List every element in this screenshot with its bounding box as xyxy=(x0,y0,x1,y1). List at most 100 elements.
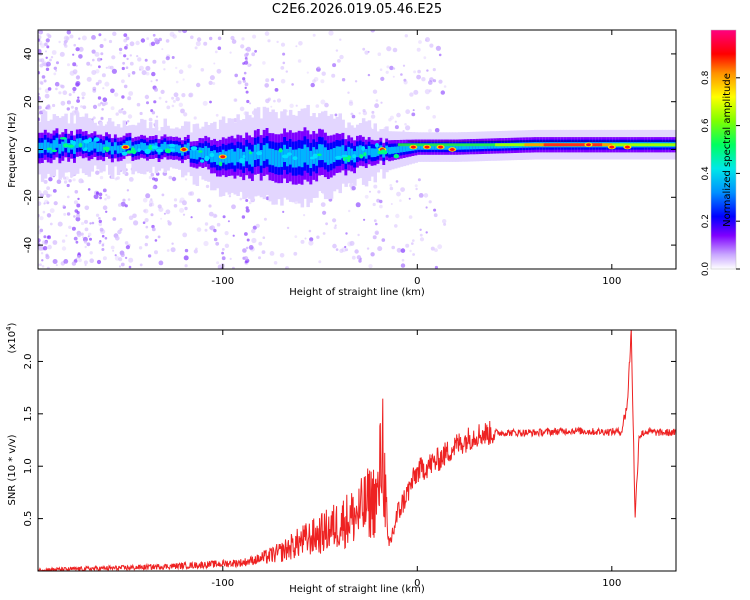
heatmap-speckle xyxy=(184,178,188,181)
heatmap-speckle xyxy=(67,195,70,199)
heatmap-band-cell xyxy=(58,143,62,154)
heatmap-speckle xyxy=(204,228,208,232)
heatmap-band-cell xyxy=(189,149,194,159)
heatmap-speckle xyxy=(102,205,108,210)
heatmap-blob xyxy=(381,149,386,153)
heatmap-speckle xyxy=(95,69,100,74)
heatmap-speckle xyxy=(91,35,96,40)
snr-frame xyxy=(37,329,677,572)
heatmap-speckle xyxy=(237,80,242,85)
heatmap-speckle xyxy=(163,212,166,215)
heatmap-band-cell xyxy=(61,141,65,152)
heatmap-speckle xyxy=(366,247,370,250)
heatmap-speckle xyxy=(419,233,423,237)
heatmap-speckle xyxy=(78,178,84,184)
heatmap-speckle xyxy=(76,213,81,218)
snr-x-label: Height of straight line (km) xyxy=(289,584,425,595)
heatmap-speckle xyxy=(252,34,257,39)
heatmap-band-cell xyxy=(78,138,83,148)
heatmap-speckle xyxy=(40,81,44,85)
heatmap-speckle xyxy=(62,90,68,95)
heatmap-speckle xyxy=(104,197,107,201)
heatmap-band-cell xyxy=(464,144,468,150)
heatmap-speckle xyxy=(291,83,294,86)
heatmap-speckle xyxy=(38,38,41,42)
heatmap-blob xyxy=(292,156,298,161)
heatmap-streak xyxy=(47,104,51,108)
heatmap-streak xyxy=(244,260,248,264)
heatmap-speckle xyxy=(75,216,81,222)
heatmap-band-cell xyxy=(128,140,132,149)
heatmap-streak xyxy=(122,198,126,202)
spectrogram-y-tick-label: -20 xyxy=(23,189,34,205)
heatmap-speckle xyxy=(437,244,443,250)
heatmap-speckle xyxy=(59,84,63,88)
heatmap-speckle xyxy=(102,97,108,102)
heatmap-band-cell xyxy=(332,148,337,163)
heatmap-blob xyxy=(144,148,151,155)
heatmap-speckle xyxy=(52,240,58,245)
heatmap-speckle xyxy=(119,51,122,55)
heatmap-speckle xyxy=(412,239,415,242)
heatmap-speckle xyxy=(396,112,401,118)
heatmap-speckle xyxy=(411,112,416,117)
heatmap-speckle xyxy=(101,73,106,78)
heatmap-band-cell xyxy=(96,143,100,152)
heatmap-speckle xyxy=(254,49,257,53)
heatmap-speckle xyxy=(208,204,212,208)
heatmap-speckle xyxy=(400,248,406,253)
heatmap-band-cell xyxy=(449,144,453,150)
heatmap-speckle xyxy=(95,213,100,217)
heatmap-speckle xyxy=(248,201,252,205)
heatmap-speckle xyxy=(286,226,290,230)
heatmap-streak xyxy=(125,36,130,41)
heatmap-speckle xyxy=(214,214,218,218)
heatmap-speckle xyxy=(43,190,48,196)
heatmap-speckle xyxy=(40,58,45,63)
heatmap-speckle xyxy=(128,265,132,269)
heatmap-band-cell xyxy=(224,151,229,165)
heatmap-streak xyxy=(152,186,156,189)
heatmap-speckle xyxy=(152,33,156,37)
heatmap-speckle xyxy=(115,112,119,116)
heatmap-streak xyxy=(71,226,76,231)
heatmap-band-cell xyxy=(361,146,366,157)
heatmap-speckle xyxy=(215,113,219,117)
heatmap-speckle xyxy=(75,240,79,244)
heatmap-band-cell xyxy=(481,143,485,149)
heatmap-speckle xyxy=(394,125,399,130)
heatmap-streak xyxy=(75,82,80,87)
heatmap-streak xyxy=(244,82,249,87)
heatmap-speckle xyxy=(242,248,247,253)
heatmap-speckle xyxy=(81,35,87,41)
heatmap-speckle xyxy=(99,44,104,48)
heatmap-speckle xyxy=(128,177,134,182)
heatmap-streak xyxy=(244,60,249,65)
heatmap-band-cell xyxy=(236,148,240,163)
heatmap-speckle xyxy=(68,179,72,183)
heatmap-speckle xyxy=(373,184,378,189)
heatmap-speckle xyxy=(348,209,351,213)
heatmap-band-cell xyxy=(335,146,340,160)
heatmap-speckle xyxy=(433,213,438,218)
heatmap-band-cell xyxy=(338,146,342,160)
heatmap-speckle xyxy=(169,31,175,37)
heatmap-streak xyxy=(96,259,102,265)
heatmap-band-cell xyxy=(303,144,307,163)
heatmap-speckle xyxy=(163,68,166,71)
heatmap-streak xyxy=(98,219,103,224)
heatmap-speckle xyxy=(282,210,285,213)
heatmap-speckle xyxy=(400,187,405,193)
heatmap-band-cell xyxy=(108,142,112,151)
heatmap-speckle xyxy=(363,218,366,221)
heatmap-speckle xyxy=(97,103,102,107)
heatmap-band-cell xyxy=(172,144,176,153)
heatmap-band-cell xyxy=(195,150,200,160)
heatmap-speckle xyxy=(168,175,173,180)
heatmap-speckle xyxy=(121,108,124,111)
heatmap-speckle xyxy=(359,257,363,260)
heatmap-streak xyxy=(76,203,81,208)
heatmap-speckle xyxy=(409,249,412,253)
heatmap-speckle xyxy=(418,193,424,198)
heatmap-speckle xyxy=(58,91,62,95)
